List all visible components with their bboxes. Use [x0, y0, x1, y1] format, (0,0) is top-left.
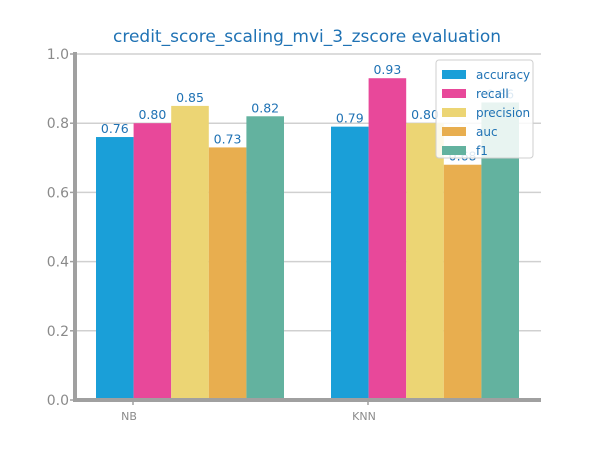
legend-swatch-f1 [442, 146, 466, 155]
bars [96, 78, 519, 401]
data-label: 0.93 [373, 62, 401, 77]
legend-label-precision: precision [476, 106, 530, 120]
bar-f1-nb [246, 116, 284, 400]
legend-swatch-auc [442, 127, 466, 136]
axes: 0.0 0.2 0.4 0.6 0.8 1.0 NB KNN [47, 47, 541, 423]
data-label: 0.85 [176, 90, 204, 105]
data-label: 0.80 [138, 107, 166, 122]
x-tick-label: NB [121, 410, 137, 423]
data-label: 0.76 [101, 121, 129, 136]
legend: accuracy recall precision auc f1 [435, 59, 534, 159]
bar-precision-nb [171, 105, 209, 401]
data-label: 0.79 [336, 111, 364, 126]
bar-precision-knn [406, 123, 444, 400]
bar-auc-nb [208, 147, 247, 400]
bar-accuracy-nb [96, 137, 134, 401]
bar-recall-knn [368, 78, 407, 400]
y-tick-label: 0.4 [47, 255, 69, 271]
bar-auc-knn [443, 164, 482, 400]
x-tick-label: KNN [352, 410, 376, 423]
y-tick-label: 0.2 [47, 324, 69, 340]
legend-label-accuracy: accuracy [476, 68, 530, 82]
legend-swatch-recall [442, 89, 466, 98]
y-tick-label: 0.8 [47, 116, 69, 132]
y-tick-label: 1.0 [47, 47, 69, 63]
y-tick-label: 0.0 [47, 393, 69, 409]
data-label: 0.82 [251, 100, 279, 115]
legend-swatch-accuracy [442, 70, 466, 79]
bar-accuracy-knn [331, 126, 369, 400]
legend-label-f1: f1 [476, 144, 488, 158]
bar-recall-nb [133, 123, 172, 400]
legend-label-auc: auc [476, 125, 498, 139]
data-label: 0.73 [214, 131, 242, 146]
chart-title: credit_score_scaling_mvi_3_zscore evalua… [113, 27, 501, 47]
legend-swatch-precision [442, 108, 466, 117]
data-label: 0.80 [411, 107, 439, 122]
legend-label-recall: recall [476, 87, 509, 101]
y-tick-label: 0.6 [47, 185, 69, 201]
